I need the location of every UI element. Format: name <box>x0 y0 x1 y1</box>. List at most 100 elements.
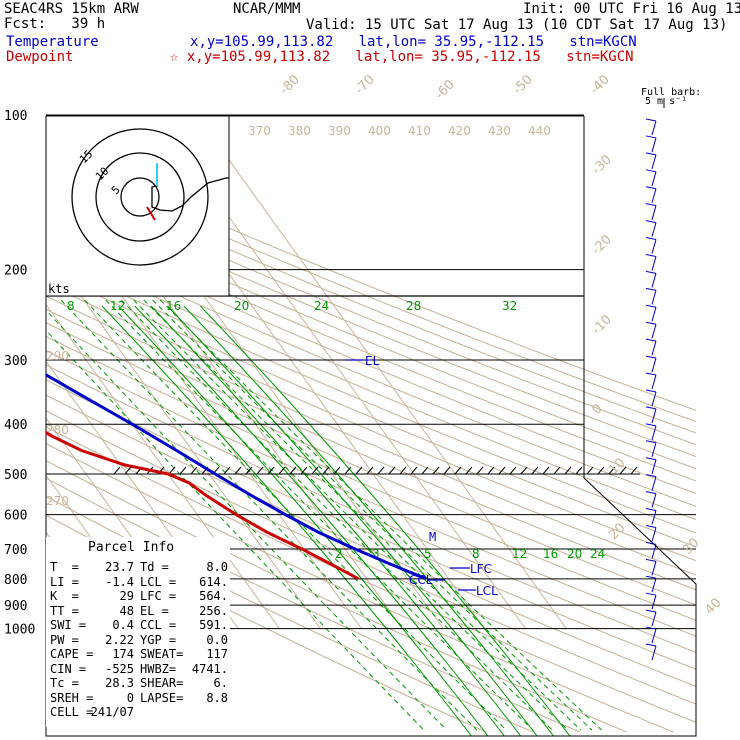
moist-adiabat-line <box>183 305 554 736</box>
wind-barb-flag <box>645 169 657 173</box>
wind-barb-flag <box>645 491 657 495</box>
moist-adiabat-line <box>150 305 522 736</box>
parcel-l1: CIN = <box>50 661 87 676</box>
wind-barb <box>651 324 657 339</box>
wind-barb <box>651 408 657 424</box>
freezing-hatch <box>597 466 605 475</box>
freezing-hatch <box>487 466 495 475</box>
freezing-hatch <box>223 466 231 475</box>
dry-adiabat-line <box>46 477 580 733</box>
theta-label: 440 <box>528 124 551 138</box>
freezing-hatch <box>432 466 440 475</box>
parcel-v1: 174 <box>112 647 134 661</box>
theta-label: 390 <box>328 124 351 138</box>
wind-barb-flag <box>645 186 657 190</box>
parcel-info-row: SREH = 0 LAPSE= 8.8 <box>50 690 228 705</box>
parcel-info-row: CAPE = 174 SWEAT= 117 <box>50 648 228 661</box>
wind-barb-flag <box>645 592 657 596</box>
wind-barb-flag <box>645 626 657 630</box>
isotherm-label: 20 <box>606 521 628 543</box>
mixing-ratio-label: 28 <box>406 299 421 313</box>
mixing-ratio-line <box>152 299 593 731</box>
freezing-hatch <box>267 466 275 475</box>
parcel-l2: LFC = <box>140 589 177 603</box>
wind-barb-flag <box>645 203 657 207</box>
mixing-ratio-label: 16 <box>166 299 181 313</box>
mixing-ratio-label: 5 <box>424 547 432 561</box>
mixing-ratio-label: 24 <box>314 299 329 313</box>
moist-adiabat-line <box>134 305 505 736</box>
freezing-hatch <box>542 466 550 475</box>
parcel-info-row: CIN = -525 HWBZ= 4741. <box>50 661 228 676</box>
freezing-hatch <box>465 466 473 475</box>
wind-barb <box>651 459 657 474</box>
dry-adiabat-line <box>46 460 627 733</box>
freezing-hatch <box>278 466 286 475</box>
isotherm-label: -30 <box>589 152 615 178</box>
wind-barb-flag <box>645 220 657 224</box>
isotherm-label: 0 <box>589 401 605 417</box>
freezing-hatch <box>388 466 396 475</box>
mixing-ratio-label: 12 <box>110 299 125 313</box>
wind-barb-flag <box>645 372 657 376</box>
mixing-ratio-label: 8 <box>472 547 480 561</box>
barb-key-label: Full barb: <box>641 87 701 98</box>
wind-barb-flag <box>645 575 657 579</box>
mixing-ratio-label: 16 <box>543 547 558 561</box>
temperature-location: x,y=105.99,113.82 lat,lon= 35.95,-112.15… <box>190 34 637 50</box>
wind-barb <box>651 561 657 576</box>
hodograph-cell-vector <box>146 206 156 221</box>
freezing-hatch <box>421 466 429 475</box>
wind-barb-flag <box>645 474 657 478</box>
wind-barb <box>651 239 657 254</box>
pressure-label: 300 <box>4 354 27 369</box>
dry-adiabat-line <box>46 495 534 733</box>
theta-label: 270 <box>46 494 69 508</box>
moist-adiabat-line <box>200 305 571 736</box>
freezing-hatch <box>322 466 330 475</box>
wind-barb-flag <box>645 541 657 545</box>
moist-adiabat-line <box>118 305 489 736</box>
pressure-label: 600 <box>4 509 27 524</box>
freezing-hatch <box>245 466 253 475</box>
freezing-hatch <box>630 466 638 475</box>
pressure-label: 500 <box>4 468 27 483</box>
parcel-l2: EL = <box>140 603 169 618</box>
parcel-l1: Tc = <box>50 676 79 690</box>
theta-label: 410 <box>408 124 431 138</box>
wind-barb-flag <box>645 558 657 562</box>
pressure-label: 400 <box>4 418 27 433</box>
freezing-hatch <box>190 466 198 475</box>
wind-barb <box>651 290 657 305</box>
wind-barb <box>651 578 657 593</box>
wind-barb <box>651 120 657 136</box>
parcel-v1: 2.22 <box>105 632 134 647</box>
isotherm-label: 30 <box>680 536 702 558</box>
wind-barb-flag <box>645 304 657 308</box>
freezing-hatch <box>344 466 352 475</box>
wind-barb-flag <box>645 643 657 647</box>
parcel-v2: 6. <box>213 676 228 690</box>
wind-barb-flag <box>645 135 657 139</box>
mixed-layer-marker: M <box>429 530 436 544</box>
hodograph-trace <box>151 163 229 212</box>
parcel-l1: TT = <box>50 603 79 618</box>
freezing-hatch <box>520 466 528 475</box>
parcel-v2: 8.8 <box>206 690 228 705</box>
parcel-info-row: CELL =241/07 <box>50 706 228 719</box>
parcel-l2: SWEAT= <box>140 647 184 661</box>
parcel-info-row: T = 23.7 Td = 8.0 <box>50 561 228 574</box>
freezing-hatch <box>256 466 264 475</box>
pressure-label: 100 <box>4 109 27 124</box>
freezing-hatch <box>234 466 242 475</box>
mixing-ratio-label: 12 <box>512 547 527 561</box>
parcel-l2: CCL = <box>140 618 177 632</box>
parcel-l1: PW = <box>50 632 79 647</box>
mixing-ratio-label: 3 <box>372 547 380 561</box>
mixing-ratio-label: 20 <box>567 547 582 561</box>
wind-barb-flag <box>645 321 657 325</box>
parcel-v1: 23.7 <box>105 560 134 574</box>
parcel-v1: 241/07 <box>90 705 134 719</box>
wind-barb-flag <box>645 508 657 512</box>
wind-barb-flag <box>645 406 657 410</box>
